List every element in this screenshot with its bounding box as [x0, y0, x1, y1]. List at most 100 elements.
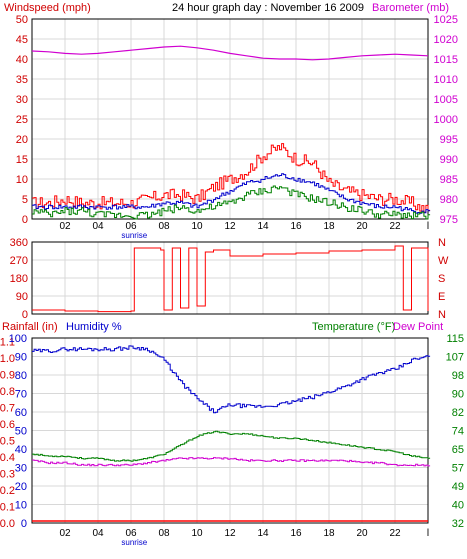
rainfall-y-tick-label: 0.9: [0, 369, 15, 381]
x-tick-label: 12: [224, 221, 236, 232]
x-tick-label: 14: [257, 221, 269, 232]
gust-line: [32, 143, 431, 213]
x-tick-label: 06: [125, 221, 137, 232]
x-tick-label: 16: [290, 528, 302, 539]
temperature-y-tick-label: 65: [452, 444, 464, 456]
wind-y-tick-label: 45: [16, 34, 28, 46]
temperature-y-tick-label: 57: [452, 463, 464, 475]
humidity-axis-title: Humidity %: [66, 321, 122, 333]
wind-y-tick-label: 10: [16, 174, 28, 186]
temperature-axis-title: Temperature (°F): [312, 321, 395, 333]
barometer-y-tick-label: 1020: [434, 34, 458, 46]
x-tick-label: 04: [92, 221, 104, 232]
x-tick-label: 14: [257, 528, 269, 539]
temperature-y-tick-label: 32: [452, 518, 464, 530]
humidity-panel-frame: [31, 337, 429, 524]
barometer-y-tick-label: 1025: [434, 14, 458, 26]
wind-y-tick-label: 40: [16, 54, 28, 66]
rainfall-y-tick-label: 1.1: [0, 336, 15, 348]
humidity-line: [32, 345, 431, 414]
average-wind-line: [32, 185, 431, 220]
rainfall-y-tick-label: 1.0: [0, 353, 15, 365]
compass-label: N: [438, 237, 446, 249]
windspeed-line: [32, 173, 431, 214]
x-tick-label: 08: [158, 221, 170, 232]
barometer-line: [31, 45, 429, 61]
temperature-y-tick-label: 107: [446, 352, 464, 364]
temperature-y-tick-label: 90: [452, 389, 464, 401]
wind-panel-frame: [31, 18, 429, 220]
x-tick-label: 18: [323, 528, 335, 539]
x-tick-label: 22: [389, 221, 401, 232]
x-tick-label: 10: [191, 528, 203, 539]
humidity-y-tick-label: 10: [15, 500, 27, 512]
rainfall-y-tick-label: 0.1: [0, 501, 15, 513]
dewpoint-axis-title: Dew Point: [393, 321, 443, 333]
rainfall-y-tick-label: 0.6: [0, 419, 15, 431]
wind-y-tick-label: 5: [22, 194, 28, 206]
humidity-y-tick-label: 0: [21, 518, 27, 530]
dewpoint-line: [32, 457, 431, 467]
x-tick-label: 08: [158, 528, 170, 539]
barometer-y-tick-label: 980: [440, 194, 458, 206]
sunrise-label: sunrise: [121, 538, 147, 547]
x-tick-label: 16: [290, 221, 302, 232]
direction-y-tick-label: 180: [10, 273, 28, 285]
temperature-y-tick-label: 82: [452, 407, 464, 419]
direction-y-tick-label: 90: [16, 291, 28, 303]
barometer-y-tick-label: 1000: [434, 114, 458, 126]
rainfall-y-tick-label: 0.8: [0, 386, 15, 398]
x-tick-label: 20: [356, 528, 368, 539]
humidity-y-tick-label: 20: [15, 481, 27, 493]
temperature-y-tick-label: 74: [452, 426, 464, 438]
compass-label: W: [438, 255, 449, 267]
x-tick-label: l: [427, 221, 429, 232]
x-tick-label: 10: [191, 221, 203, 232]
wind-y-tick-label: 15: [16, 154, 28, 166]
wind-y-tick-label: 0: [22, 214, 28, 226]
humidity-y-tick-label: 80: [15, 370, 27, 382]
wind-barometer-panel: 0510152025303540455097598098599099510001…: [16, 14, 458, 240]
compass-label: N: [438, 309, 446, 321]
humidity-y-tick-label: 70: [15, 389, 27, 401]
rainfall-y-tick-label: 0.7: [0, 402, 15, 414]
temperature-y-tick-label: 40: [452, 500, 464, 512]
temperature-y-tick-label: 49: [452, 481, 464, 493]
x-tick-label: 22: [389, 528, 401, 539]
humidity-temperature-panel: 0.0 0.1 0.2 0.3 0.4 0.5 0.6 0.7 0.8 0.9 1.0 1.1 0 10 2…: [0, 333, 464, 547]
humidity-y-tick-label: 60: [15, 407, 27, 419]
direction-y-tick-label: 0: [22, 309, 28, 321]
temperature-line: [32, 430, 431, 462]
rainfall-y-tick-label: 0.0: [0, 518, 15, 530]
humidity-y-tick-label: 100: [9, 333, 27, 345]
x-tick-label: 18: [323, 221, 335, 232]
barometer-y-tick-label: 1010: [434, 74, 458, 86]
humidity-y-tick-label: 40: [15, 444, 27, 456]
direction-y-tick-label: 270: [10, 255, 28, 267]
wind-y-tick-label: 20: [16, 134, 28, 146]
humidity-y-tick-label: 90: [15, 352, 27, 364]
barometer-y-tick-label: 985: [440, 174, 458, 186]
wind-y-tick-label: 50: [16, 14, 28, 26]
barometer-y-tick-label: 1005: [434, 94, 458, 106]
barometer-y-tick-label: 995: [440, 134, 458, 146]
barometer-y-tick-label: 990: [440, 154, 458, 166]
chart-title: 24 hour graph day : November 16 2009: [172, 2, 364, 14]
x-tick-label: l: [427, 528, 429, 539]
compass-label: S: [438, 273, 445, 285]
rainfall-axis-title: Rainfall (in): [2, 321, 58, 333]
sunrise-label: sunrise: [121, 231, 147, 240]
wind-direction-line: [32, 245, 429, 313]
direction-y-tick-label: 360: [10, 237, 28, 249]
x-tick-label: 02: [59, 221, 71, 232]
x-tick-label: 04: [92, 528, 104, 539]
rainfall-y-tick-label: 0.4: [0, 452, 15, 464]
x-tick-label: 12: [224, 528, 236, 539]
temperature-y-tick-label: 115: [446, 333, 464, 345]
wind-y-tick-label: 30: [16, 94, 28, 106]
x-tick-label: 20: [356, 221, 368, 232]
rainfall-y-tick-label: 0.3: [0, 468, 15, 480]
barometer-axis-title: Barometer (mb): [372, 2, 449, 14]
